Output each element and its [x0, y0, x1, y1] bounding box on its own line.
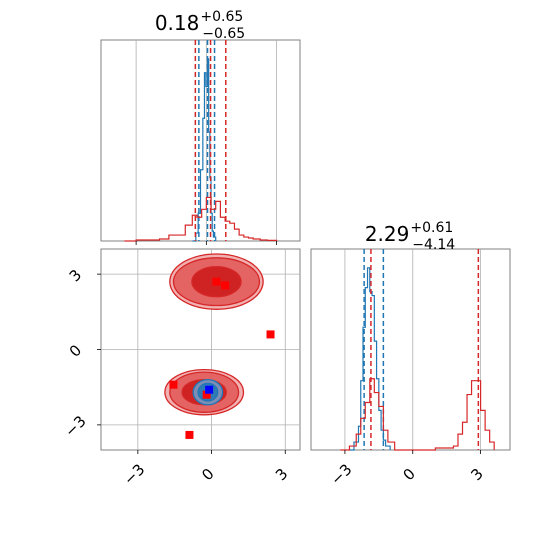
- hist-series-1: [124, 196, 278, 242]
- marginal-panel-1-frame: [310, 248, 511, 451]
- marker-1-0: [205, 385, 214, 394]
- tick-label-x-2: 3: [272, 465, 291, 484]
- marginal-1-title: 2.29+0.61 −4.14: [365, 220, 455, 253]
- tick-label-x-2: 3: [467, 465, 486, 484]
- hist-series-0: [192, 58, 217, 242]
- marginal-panel-0: 0.18+0.65 −0.65: [100, 9, 301, 245]
- marker-0-2: [266, 330, 275, 339]
- marginal-0-title: 0.18+0.65 −0.65: [155, 9, 245, 42]
- marginal-panel-1: −3 0 3 2.29+0.61 −4.14: [310, 220, 511, 489]
- tick-label-y-0: −3: [61, 412, 89, 440]
- tick-label-y-1: 0: [66, 341, 85, 360]
- tick-label-x-0: −3: [120, 460, 148, 488]
- marker-0-0: [212, 277, 221, 286]
- marker-0-3: [169, 380, 178, 389]
- marker-0-1: [221, 281, 230, 290]
- tick-label-x-1: 0: [198, 465, 217, 484]
- joint-panel: −3 0 3 −3 0 3: [61, 248, 301, 489]
- marker-0-5: [185, 430, 194, 439]
- tick-label-y-2: 3: [66, 266, 85, 285]
- marker-0-4: [202, 390, 211, 399]
- tick-label-x-0: −3: [327, 460, 355, 488]
- tick-label-x-1: 0: [399, 465, 418, 484]
